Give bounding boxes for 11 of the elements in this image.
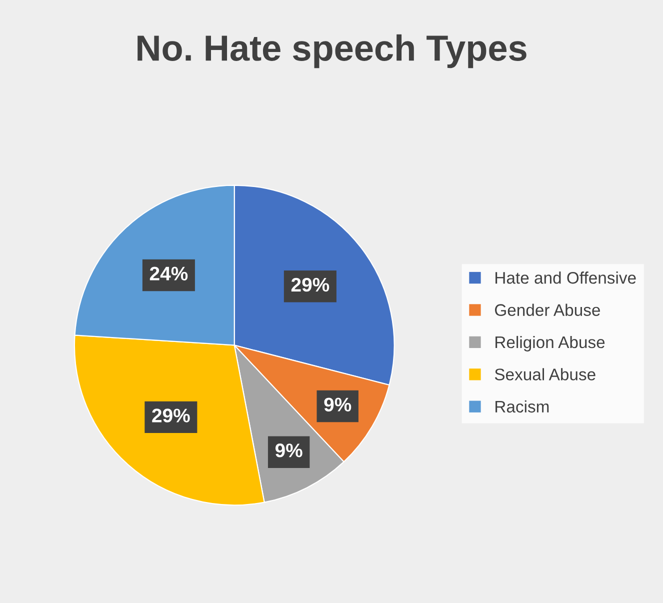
legend-label: Racism [496,400,549,413]
legend-label: Gender Abuse [494,304,600,316]
data-label: 9% [324,398,352,412]
legend-label: Religion Abuse [496,336,605,352]
chart-title: No. Hate speech Types [138,34,526,68]
data-label: 29% [291,278,330,292]
data-label: 9% [275,444,302,458]
data-label: 29% [152,408,190,422]
legend-label: Sexual Abuse [494,368,596,380]
legend-label: Hate and Offensive [496,272,636,284]
data-label: 24% [150,266,188,280]
